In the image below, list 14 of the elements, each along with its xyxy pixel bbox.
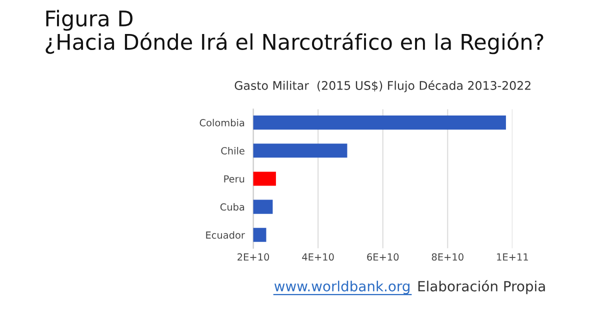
text: www.worldbank.org xyxy=(274,280,410,294)
x-tick-label: 8E+10 xyxy=(432,253,464,261)
x-tick-label: 4E+10 xyxy=(302,253,334,261)
chart-title: Figura D ¿Hacia Dónde Irá el Narcotráfico en la Región? xyxy=(46,10,544,54)
chart-subtitle: Gasto Militar (2015 US$) Flujo Década 2013-2022 xyxy=(234,80,530,92)
y-tick-label: Ecuador xyxy=(206,231,245,239)
text: Elaboración Propia xyxy=(418,280,545,294)
x-tick-label: 1E+11 xyxy=(497,253,528,260)
y-tick-label: Chile xyxy=(221,146,244,154)
y-tick-label: Peru xyxy=(224,175,244,183)
x-tick-label: 2E+10 xyxy=(238,253,270,261)
x-tick-label: 6E+10 xyxy=(367,253,399,261)
y-tick-label: Colombia xyxy=(200,118,244,126)
y-tick-label: Cuba xyxy=(220,203,244,211)
